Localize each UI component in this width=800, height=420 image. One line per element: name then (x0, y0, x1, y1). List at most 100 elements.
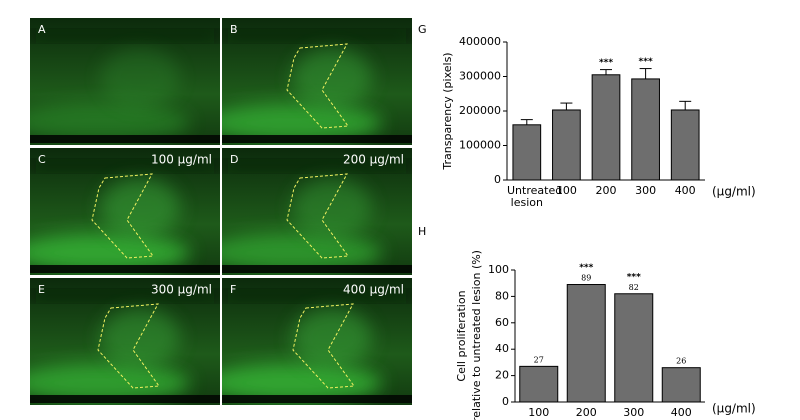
dark-band (30, 32, 220, 40)
lesion-outline (97, 303, 160, 389)
micrograph-image (30, 278, 220, 405)
significance-mark: *** (579, 263, 593, 273)
panel-label: G (418, 23, 427, 36)
micrograph: E 300 µg/ml (30, 278, 220, 405)
dark-band (222, 292, 412, 300)
glow (222, 363, 382, 403)
panel-label: B (230, 23, 238, 36)
x-tick-label: 100 (528, 406, 550, 419)
y-tick-label: 0 (494, 173, 501, 186)
y-tick-label: 300000 (459, 70, 501, 83)
panel-label: D (230, 153, 238, 166)
lesion-outline (292, 303, 355, 389)
bar (566, 284, 606, 403)
micrograph-image (30, 18, 220, 145)
x-tick-label: Untreated lesion (507, 184, 563, 209)
glow (30, 233, 190, 273)
glow (292, 48, 372, 108)
bar (670, 109, 700, 181)
y-tick-label: 40 (495, 342, 509, 355)
error-bar (520, 119, 533, 125)
glow (222, 103, 382, 143)
y-tick-label: 200000 (459, 104, 501, 117)
x-tick-label: 200 (595, 184, 617, 197)
error-bar (639, 68, 652, 79)
bar (631, 78, 660, 181)
dark-band (222, 162, 412, 170)
value-label: 89 (581, 274, 591, 283)
micrograph-image (30, 148, 220, 275)
x-tick-label: 400 (674, 184, 696, 197)
significance-mark: *** (599, 58, 613, 68)
concentration-label: 100 µg/ml (151, 153, 212, 167)
micrograph: D 200 µg/ml (222, 148, 412, 275)
y-axis-label: Cell proliferation (455, 290, 468, 381)
lesion-outline (91, 173, 154, 259)
y-axis-label: relative to untreated lesion (%) (470, 250, 483, 420)
micrograph: A (30, 18, 220, 145)
x-tick-label: 400 (670, 406, 692, 419)
x-tick-label: 300 (623, 406, 645, 419)
micrograph-image (222, 18, 412, 145)
x-unit-label: (µg/ml) (712, 402, 756, 416)
dark-band (30, 292, 220, 300)
panel-label: A (38, 23, 46, 36)
concentration-label: 200 µg/ml (343, 153, 404, 167)
lesion-outline (286, 43, 349, 129)
glow (292, 308, 372, 368)
dark-band (222, 135, 412, 143)
dark-band (30, 265, 220, 273)
error-bar (600, 69, 612, 75)
x-tick-label: 100 (555, 184, 577, 197)
glow (100, 48, 180, 108)
dark-band (30, 395, 220, 403)
glow (100, 178, 180, 238)
bar (661, 367, 701, 403)
x-tick-label: 200 (575, 406, 597, 419)
panel-label: F (230, 283, 236, 296)
value-label: 27 (534, 355, 544, 364)
micrograph: F 400 µg/ml (222, 278, 412, 405)
value-label: 26 (676, 357, 686, 366)
x-tick-label: 300 (635, 184, 657, 197)
panel-label: C (38, 153, 46, 166)
dark-band (222, 395, 412, 403)
error-bar (560, 102, 573, 110)
micrograph: B (222, 18, 412, 145)
bar (519, 365, 559, 403)
concentration-label: 400 µg/ml (343, 283, 404, 297)
y-tick-label: 0 (502, 395, 509, 408)
y-tick-label: 80 (495, 289, 509, 302)
glow (30, 363, 190, 403)
y-tick-label: 100 (488, 263, 509, 276)
value-label: 82 (629, 283, 639, 292)
concentration-label: 300 µg/ml (151, 283, 212, 297)
panel-label: H (418, 225, 426, 238)
micrograph: C 100 µg/ml (30, 148, 220, 275)
x-unit-label: (µg/ml) (712, 185, 756, 199)
y-tick-label: 20 (495, 369, 509, 382)
significance-mark: *** (627, 272, 641, 282)
glow (30, 103, 190, 143)
lesion-outline (286, 173, 349, 259)
dark-band (30, 135, 220, 143)
glow (292, 178, 372, 238)
bar (614, 293, 654, 403)
dark-band (222, 265, 412, 273)
dark-band (30, 162, 220, 170)
dark-band (222, 32, 412, 40)
bar (591, 74, 621, 181)
glow (222, 233, 382, 273)
bar (512, 124, 542, 181)
panel-label: E (38, 283, 45, 296)
bar (552, 109, 581, 181)
y-tick-label: 100000 (459, 139, 501, 152)
y-tick-label: 60 (495, 316, 509, 329)
y-axis-label: Transparency (pixels) (441, 52, 454, 170)
significance-mark: *** (639, 57, 653, 67)
error-bar (679, 100, 692, 110)
y-tick-label: 400000 (459, 35, 501, 48)
micrograph-image (222, 148, 412, 275)
